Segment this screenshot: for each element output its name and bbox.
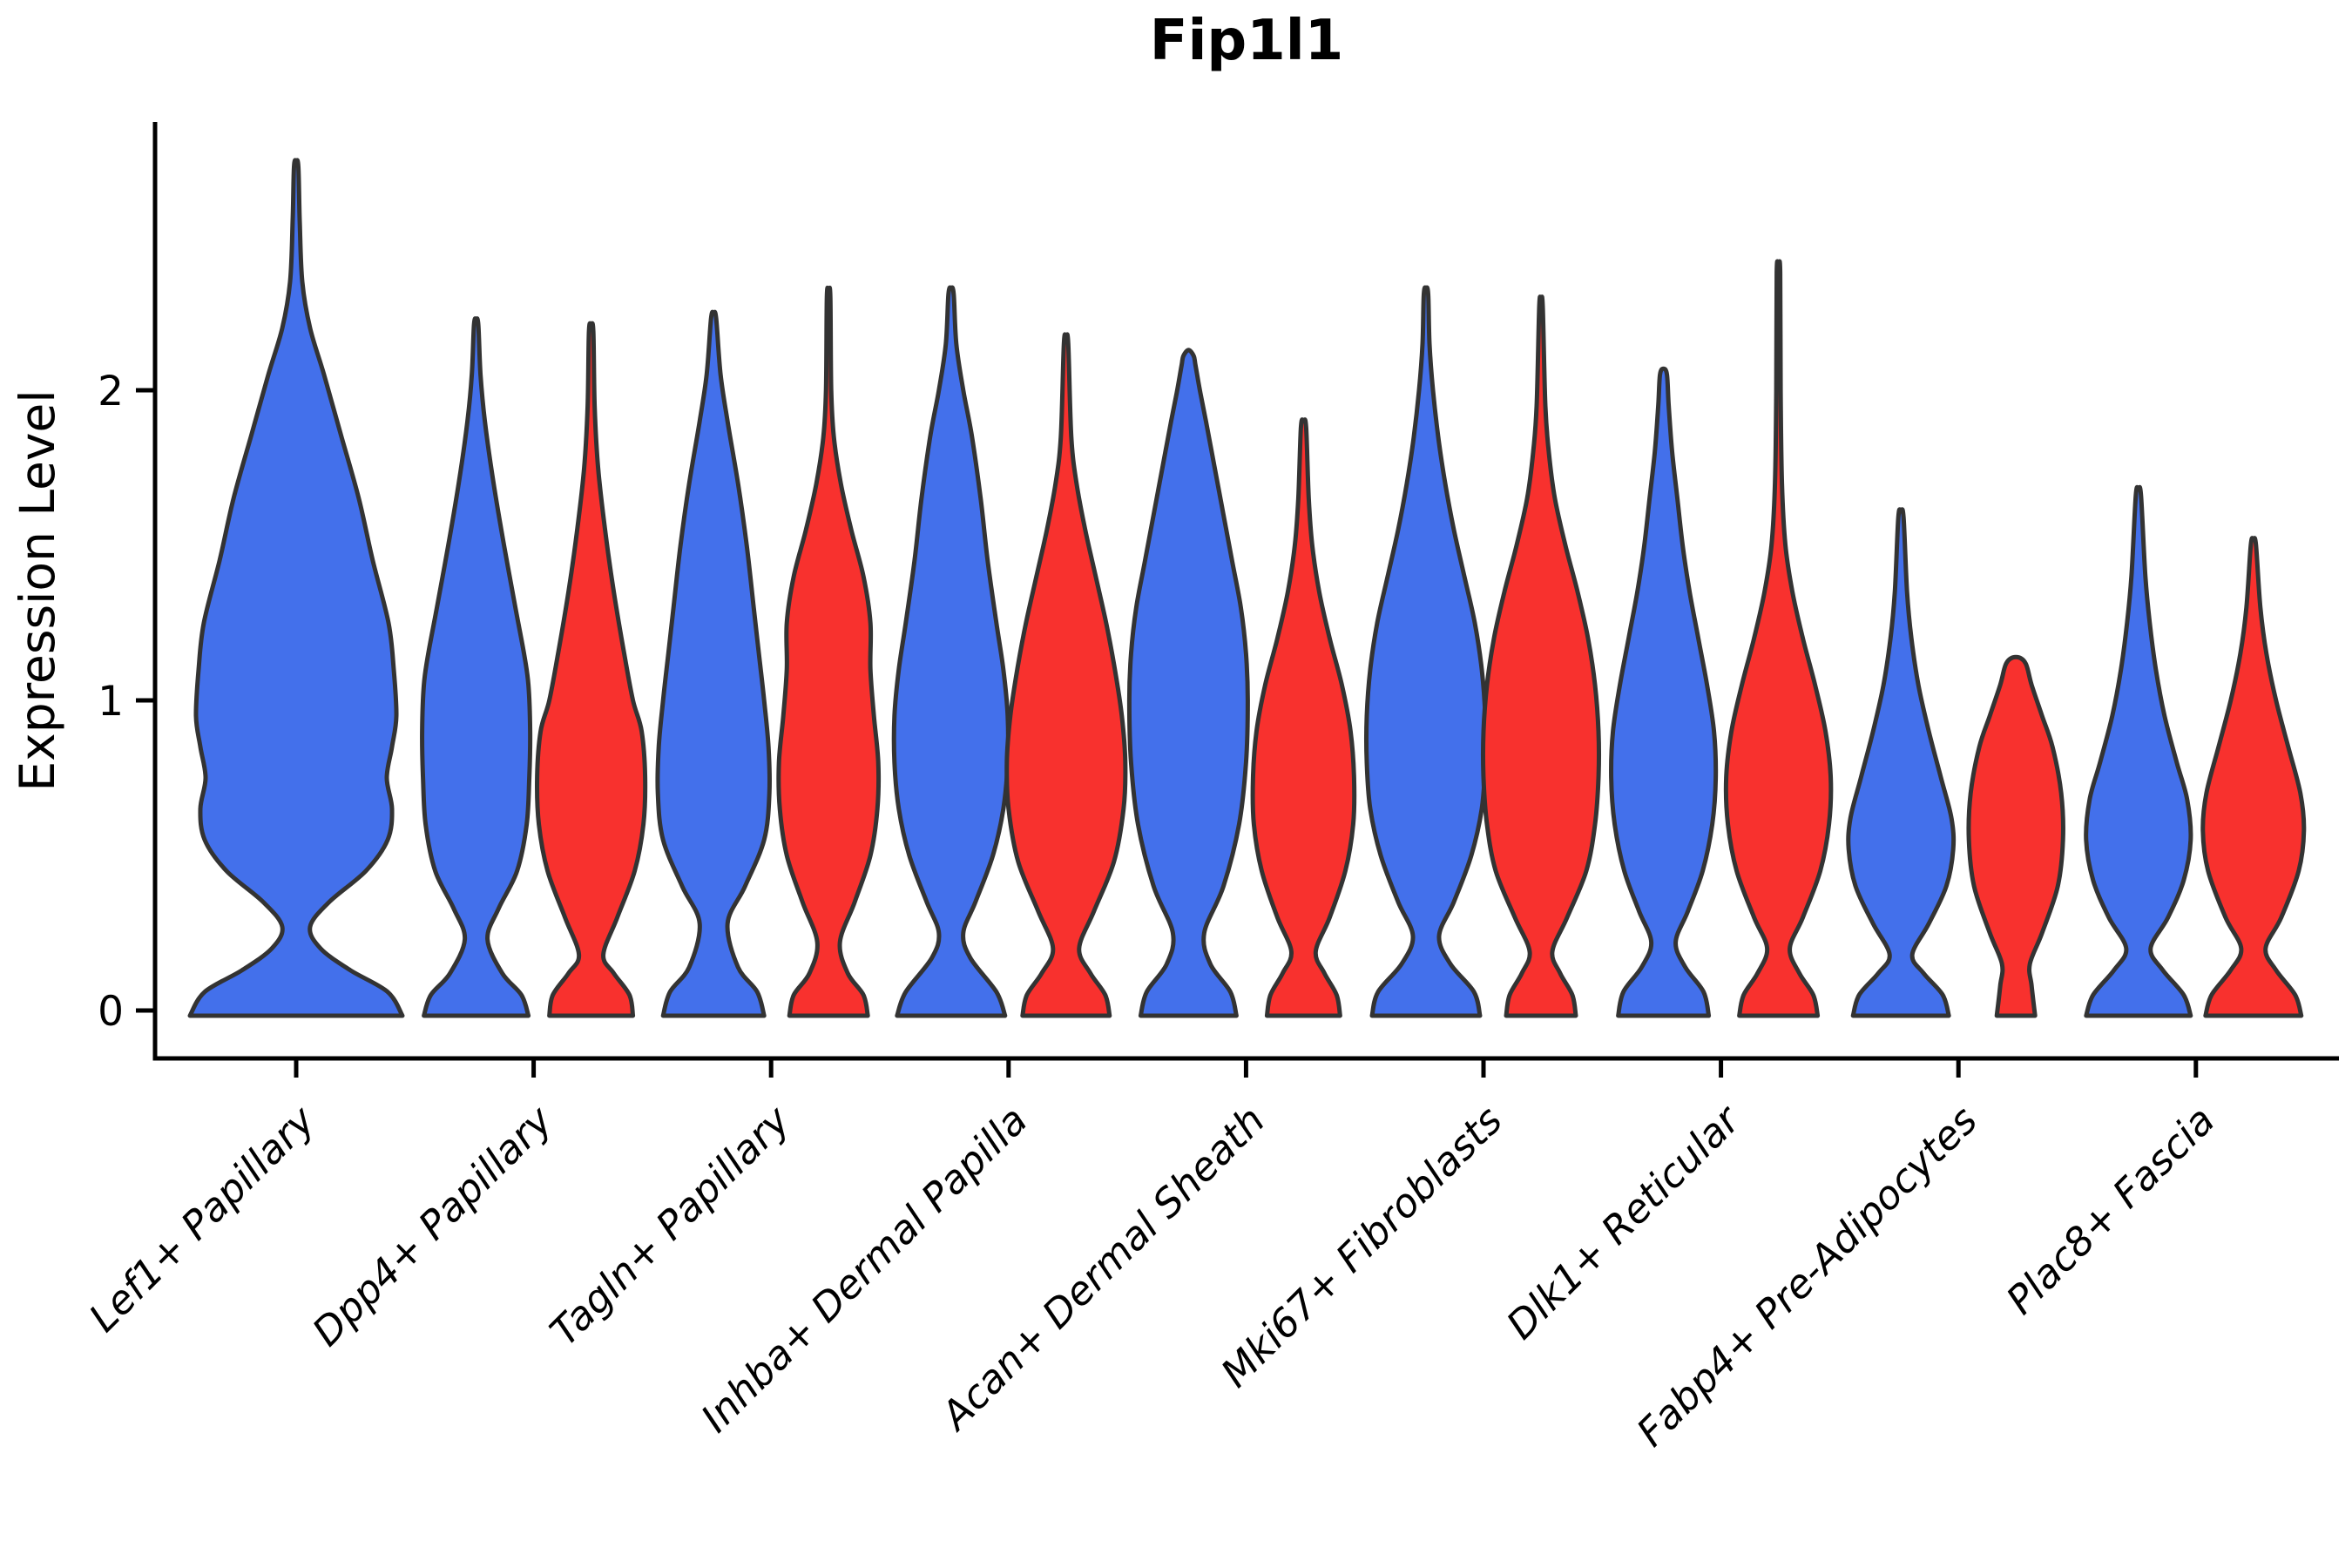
x-tick-label: Tagln+ Papillary bbox=[541, 1096, 800, 1355]
violins-layer bbox=[187, 158, 2307, 1018]
y-tick-label: 2 bbox=[98, 368, 124, 416]
x-tick-label: Lef1+ Papillary bbox=[80, 1096, 325, 1341]
x-tick-label: Dlk1+ Reticular bbox=[1497, 1096, 1750, 1348]
violin-dlk1-reticular-red bbox=[1723, 259, 1834, 1018]
violin-inhba-dermal-papilla-blue bbox=[891, 285, 1010, 1018]
violin-dlk1-reticular-blue bbox=[1609, 366, 1719, 1018]
y-tick-label: 0 bbox=[98, 988, 124, 1036]
violin-plac8-fascia-red bbox=[2200, 536, 2307, 1018]
violin-plac8-fascia-blue bbox=[2084, 484, 2193, 1018]
violin-fabp4-pre-adipocytes-red bbox=[1966, 654, 2065, 1018]
x-tick-label: Plac8+ Fascia bbox=[1997, 1097, 2224, 1323]
violin-tagln-papillary-red bbox=[776, 286, 882, 1018]
x-tick-label: Dpp4+ Papillary bbox=[303, 1096, 562, 1355]
y-axis-ticks: 0 1 2 bbox=[98, 368, 155, 1036]
violin-mki67-fibroblasts-blue bbox=[1363, 285, 1489, 1018]
violin-lef1-papillary-blue bbox=[187, 158, 405, 1018]
y-tick-label: 1 bbox=[98, 678, 124, 726]
violin-acan-dermal-sheath-red bbox=[1250, 417, 1357, 1018]
violin-inhba-dermal-papilla-red bbox=[1004, 332, 1128, 1018]
chart-title: Fip1l1 bbox=[1150, 9, 1343, 73]
violin-acan-dermal-sheath-blue bbox=[1126, 348, 1250, 1018]
violin-mki67-fibroblasts-red bbox=[1480, 294, 1602, 1018]
violin-dpp4-papillary-red bbox=[535, 321, 648, 1018]
violin-tagln-papillary-blue bbox=[655, 309, 773, 1018]
y-axis-label: Expression Level bbox=[10, 389, 65, 791]
violin-dpp4-papillary-blue bbox=[420, 316, 533, 1018]
violin-fabp4-pre-adipocytes-blue bbox=[1846, 507, 1957, 1018]
